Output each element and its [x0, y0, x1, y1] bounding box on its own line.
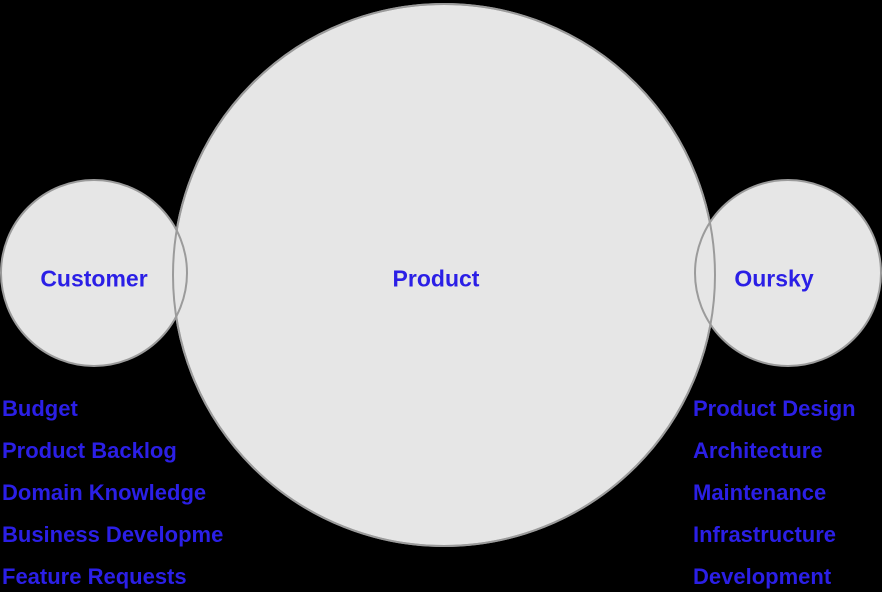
customer-circle: [0, 179, 188, 367]
customer-item: Feature Requests: [2, 564, 187, 589]
customer-item: Domain Knowledge: [2, 480, 207, 505]
customer-item: Business Developme: [2, 522, 224, 547]
oursky-label: Oursky: [734, 265, 814, 292]
oursky-responsibilities-list: Product Design Architecture Maintenance …: [693, 388, 856, 592]
oursky-item: Development: [693, 564, 832, 589]
customer-label: Customer: [40, 265, 148, 292]
oursky-item: Product Design: [693, 396, 856, 421]
oursky-item: Maintenance: [693, 480, 827, 505]
oursky-item: Architecture: [693, 438, 823, 463]
customer-item: Budget: [2, 396, 78, 421]
oursky-item: Infrastructure: [693, 522, 837, 547]
product-label: Product: [392, 265, 480, 292]
customer-item: Product Backlog: [2, 438, 177, 463]
oursky-circle: [694, 179, 882, 367]
customer-responsibilities-list: Budget Product Backlog Domain Knowledge …: [2, 388, 223, 592]
product-circle-outline: [172, 3, 716, 547]
